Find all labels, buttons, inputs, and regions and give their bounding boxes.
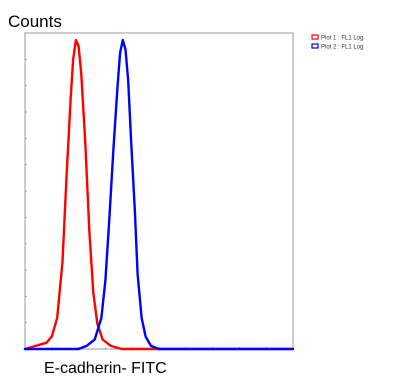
series-line-2 [23, 38, 295, 351]
legend-swatch-1 [311, 34, 319, 40]
x-axis-label: E-cadherin- FITC [44, 360, 167, 377]
legend-label-1: Plot 1 : FL1 Log [321, 36, 363, 42]
legend-label-2: Plot 2 : FL1 Log [321, 45, 363, 51]
y-axis-label: Counts [8, 12, 62, 31]
series-curves [23, 38, 295, 351]
legend-entry-1: Plot 1 : FL1 Log [311, 34, 363, 42]
legend-entry-2: Plot 2 : FL1 Log [311, 43, 363, 51]
legend-swatch-2 [311, 43, 319, 49]
series-line-1 [23, 38, 295, 351]
legend: Plot 1 : FL1 Log Plot 2 : FL1 Log [311, 34, 363, 51]
axis-ticks [25, 58, 267, 349]
